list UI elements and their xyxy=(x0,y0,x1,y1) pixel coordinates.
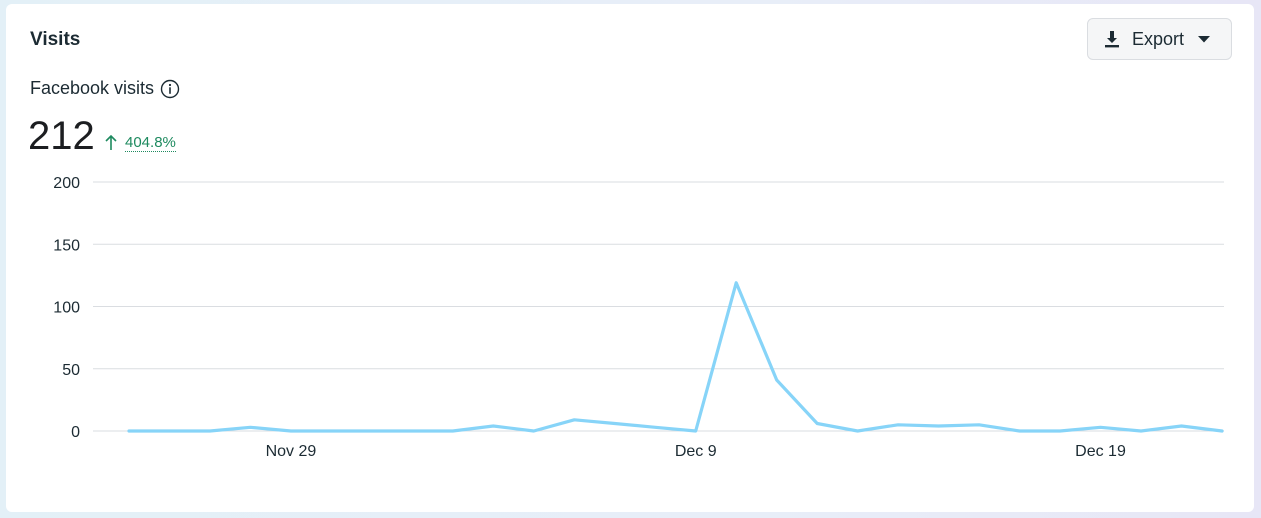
metric-label-text: Facebook visits xyxy=(30,78,155,98)
x-tick-label: Dec 9 xyxy=(675,443,717,460)
y-tick-label: 200 xyxy=(53,175,80,192)
download-icon xyxy=(1105,31,1119,48)
export-label: Export xyxy=(1132,28,1185,49)
x-tick-label: Dec 19 xyxy=(1075,443,1126,460)
y-tick-label: 0 xyxy=(71,424,80,441)
change-percent[interactable]: 404.8% xyxy=(125,134,176,152)
export-button[interactable]: Export xyxy=(1087,18,1232,60)
x-tick-label: Nov 29 xyxy=(266,443,317,460)
visits-card: Visits Export Facebook visits 212 404.8%… xyxy=(6,4,1254,512)
y-tick-label: 150 xyxy=(53,237,80,254)
y-tick-label: 50 xyxy=(62,362,80,379)
card-title: Visits xyxy=(30,29,81,50)
series-line xyxy=(127,281,1224,433)
metric-label: Facebook visits xyxy=(30,78,180,99)
info-icon[interactable] xyxy=(160,79,180,99)
arrow-up-icon xyxy=(105,135,117,150)
change-indicator: 404.8% xyxy=(104,134,176,152)
caret-down-icon xyxy=(1198,36,1211,43)
visits-line-chart: 0 50 100 150 200 Nov 29 Dec 9 Dec 19 xyxy=(53,175,1224,460)
metric-value: 212 xyxy=(28,114,95,158)
y-tick-label: 100 xyxy=(53,300,80,317)
